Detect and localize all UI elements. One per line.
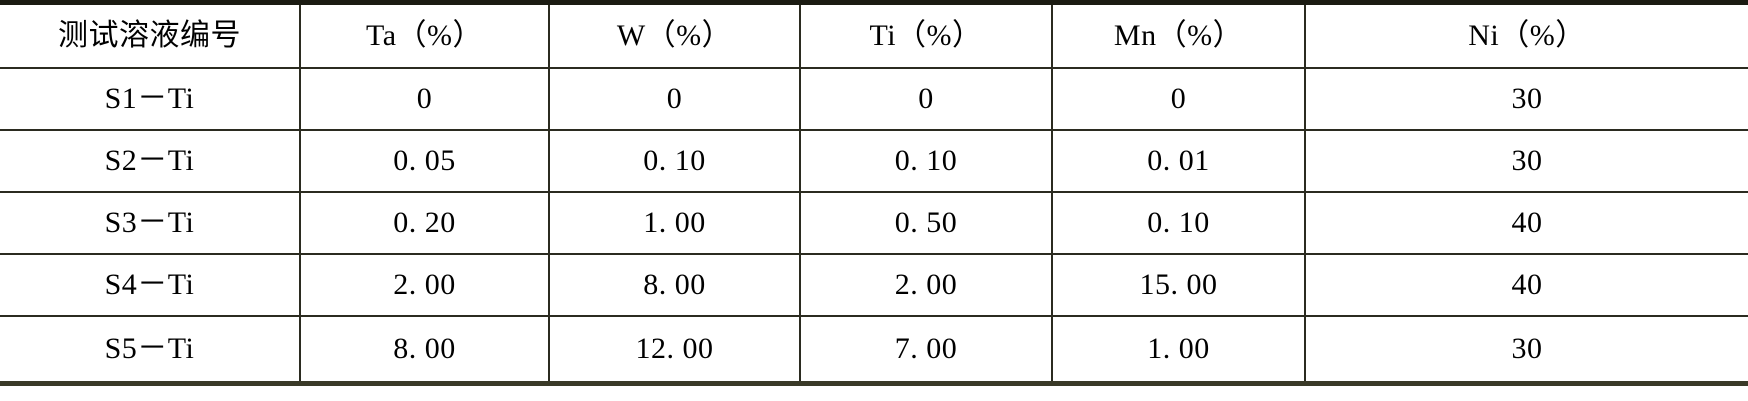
cell-ni: 30 [1304,68,1748,131]
table-row: S4－Ti 2. 00 8. 00 2. 00 15. 00 40 [0,254,1748,317]
cell-ni: 40 [1304,254,1748,317]
column-header-ta: Ta（%） [299,2,549,69]
column-header-ti: Ti（%） [799,2,1052,69]
table-row: S3－Ti 0. 20 1. 00 0. 50 0. 10 40 [0,192,1748,255]
cell-sample: S3－Ti [0,192,300,255]
cell-sample: S2－Ti [0,130,300,193]
cell-ti: 0. 50 [799,192,1052,255]
cell-sample: S5－Ti [104,332,195,365]
table-row: S1－Ti 0 0 0 0 30 [0,68,1748,131]
cell-ta: 0. 20 [299,192,549,255]
cell-ni: 30 [1304,316,1748,384]
cell-w: 0. 10 [548,130,800,193]
table-header: 测试溶液编号 Ta（%） W（%） Ti（%） Mn（%） Ni（%） [0,2,1748,69]
column-header-sample: 测试溶液编号 [0,2,300,69]
cell-mn: 1. 00 [1051,316,1305,384]
cell-w: 1. 00 [548,192,800,255]
cell-mn: 0. 10 [1051,192,1305,255]
column-header-mn: Mn（%） [1051,2,1305,69]
column-header-ni: Ni（%） [1304,2,1748,69]
cell-ta: 0 [299,68,549,131]
column-header-w: W（%） [548,2,800,69]
cell-ta: 8. 00 [299,316,549,384]
test-solution-composition-table: 测试溶液编号 Ta（%） W（%） Ti（%） Mn（%） Ni（%） S1－T… [0,0,1748,386]
cell-ni: 40 [1304,192,1748,255]
cell-ti: 0 [799,68,1052,131]
cell-mn: 0 [1051,68,1305,131]
cell-mn: 15. 00 [1051,254,1305,317]
cell-ni: 30 [1304,130,1748,193]
table-header-row: 测试溶液编号 Ta（%） W（%） Ti（%） Mn（%） Ni（%） [0,2,1748,69]
cell-ti: 0. 10 [799,130,1052,193]
cell-w: 0 [548,68,800,131]
cell-ti: 2. 00 [799,254,1052,317]
cell-ti: 7. 00 [799,316,1052,384]
cell-w: 8. 00 [548,254,800,317]
table-body: S1－Ti 0 0 0 0 30 S2－Ti 0. 05 0. 10 0. 10… [0,68,1748,384]
cell-ta: 0. 05 [299,130,549,193]
cell-sample: S4－Ti [0,254,300,317]
cell-ta: 2. 00 [299,254,549,317]
table-row: S5－Ti 8. 00 12. 00 7. 00 1. 00 30 [0,316,1748,384]
cell-mn: 0. 01 [1051,130,1305,193]
table-row: S2－Ti 0. 05 0. 10 0. 10 0. 01 30 [0,130,1748,193]
cell-sample: S1－Ti [0,68,300,131]
cell-w: 12. 00 [548,316,800,384]
